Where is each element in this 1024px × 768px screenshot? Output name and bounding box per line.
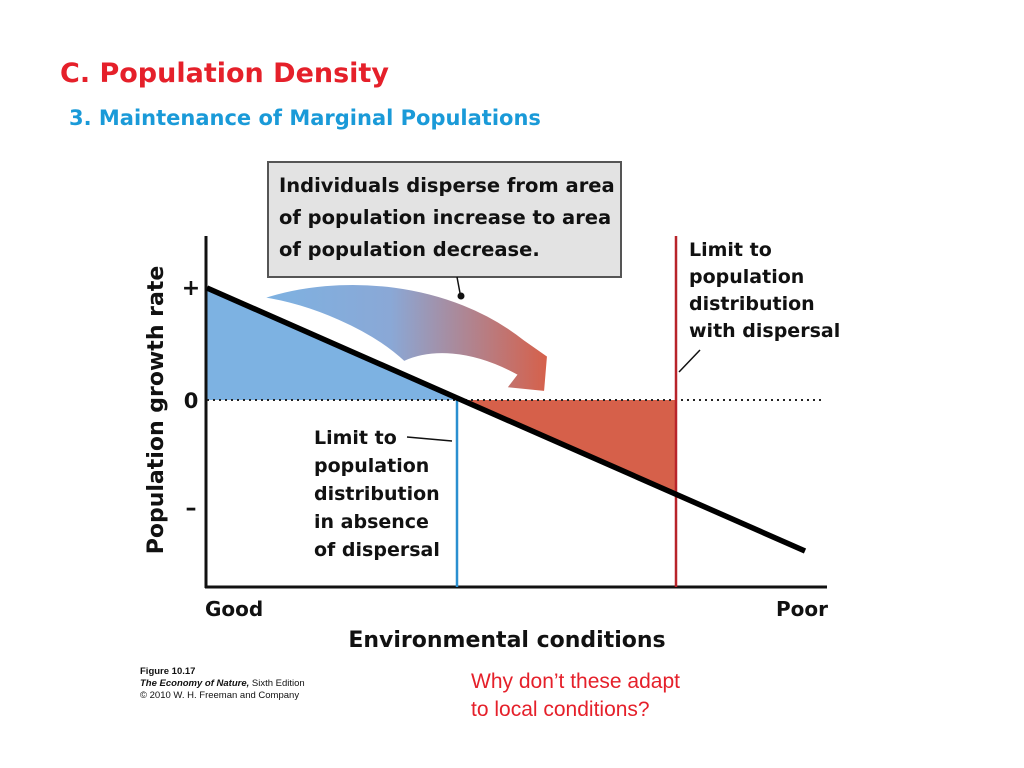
no-dispersal-line-1: Limit to [314,427,397,449]
slide-title: C. Population Density [60,58,389,89]
no-dispersal-line-2: population [314,455,429,477]
with-dispersal-pointer [678,349,701,373]
no-dispersal-line-4: in absence [314,511,429,533]
y-axis-label: Population growth rate [144,266,169,555]
callout-pointer-dot [457,292,465,300]
growth-rate-line [205,285,807,554]
book-title: The Economy of Nature, [140,678,250,689]
callout-line-1: Individuals disperse from area [279,174,615,197]
x-label-good: Good [205,597,263,621]
slide-subtitle: 3. Maintenance of Marginal Populations [69,106,541,130]
figure-number: Figure 10.17 [140,666,196,677]
no-dispersal-line-5: of dispersal [314,539,440,561]
x-axis-label: Environmental conditions [348,628,665,653]
y-tick-plus: + [182,276,200,301]
y-tick-zero: 0 [184,389,199,413]
x-label-poor: Poor [776,597,828,621]
figure-copyright: © 2010 W. H. Freeman and Company [140,690,300,701]
callout-pointer [456,276,461,294]
question-line-2: to local conditions? [471,698,650,721]
with-dispersal-line-3: distribution [689,293,815,315]
callout-box [267,161,622,278]
no-dispersal-pointer [406,436,453,442]
figure-source: Figure 10.17 The Economy of Nature, Sixt… [140,666,305,702]
figure-book: The Economy of Nature, Sixth Edition [140,678,305,690]
with-dispersal-line-2: population [689,266,804,288]
with-dispersal-line-4: with dispersal [689,320,840,342]
question-line-1: Why don’t these adapt [471,670,680,693]
no-dispersal-line-3: distribution [314,483,440,505]
y-tick-minus: – [186,496,197,521]
dispersal-arrow [261,282,550,394]
book-edition: Sixth Edition [249,678,305,689]
callout-line-3: of population decrease. [279,238,540,261]
callout-line-2: of population increase to area [279,206,611,229]
question-text: Why don’t these adapt to local condition… [471,668,680,724]
with-dispersal-line-1: Limit to [689,239,772,261]
